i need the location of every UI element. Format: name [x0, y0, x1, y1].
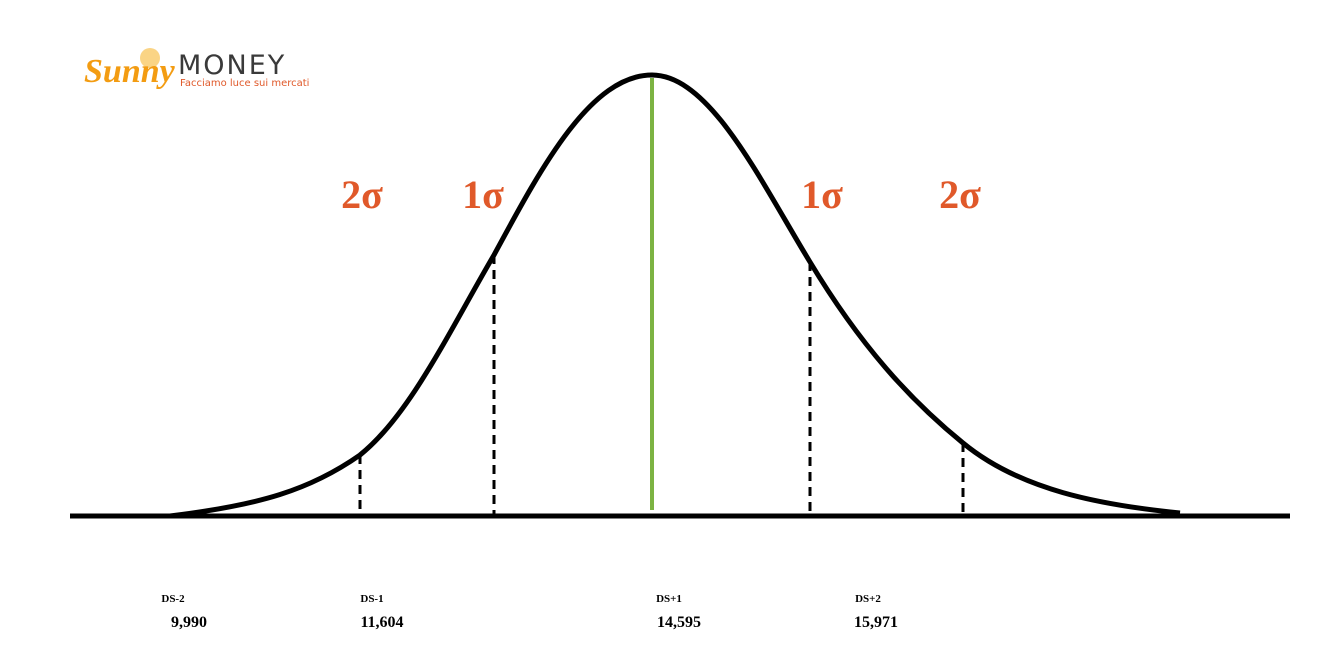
- level-value: 11,604: [360, 614, 403, 631]
- level-label: DS+2: [855, 593, 881, 605]
- level-value: 14,595: [657, 614, 701, 631]
- level-value: 15,971: [854, 614, 898, 631]
- level-value: 9,990: [171, 614, 207, 631]
- sigma-label: 2σ: [341, 172, 383, 217]
- sigma-label: 1σ: [462, 172, 504, 217]
- logo-tagline: Facciamo luce sui mercati: [180, 78, 309, 89]
- logo-sun: [140, 48, 160, 68]
- logo-brand: Sunny: [84, 53, 176, 90]
- logo-name: MONEY: [178, 50, 286, 81]
- sigma-lines: [358, 255, 965, 514]
- level-label: DS-1: [360, 593, 383, 605]
- level-label: DS-2: [161, 593, 185, 605]
- bell-curve: [169, 72, 1181, 519]
- sigma-label: 2σ: [939, 172, 981, 217]
- sigma-label: 1σ: [801, 172, 843, 217]
- level-label: DS+1: [656, 593, 682, 605]
- logo: Sunny MONEY Facciamo luce sui mercati: [84, 48, 309, 90]
